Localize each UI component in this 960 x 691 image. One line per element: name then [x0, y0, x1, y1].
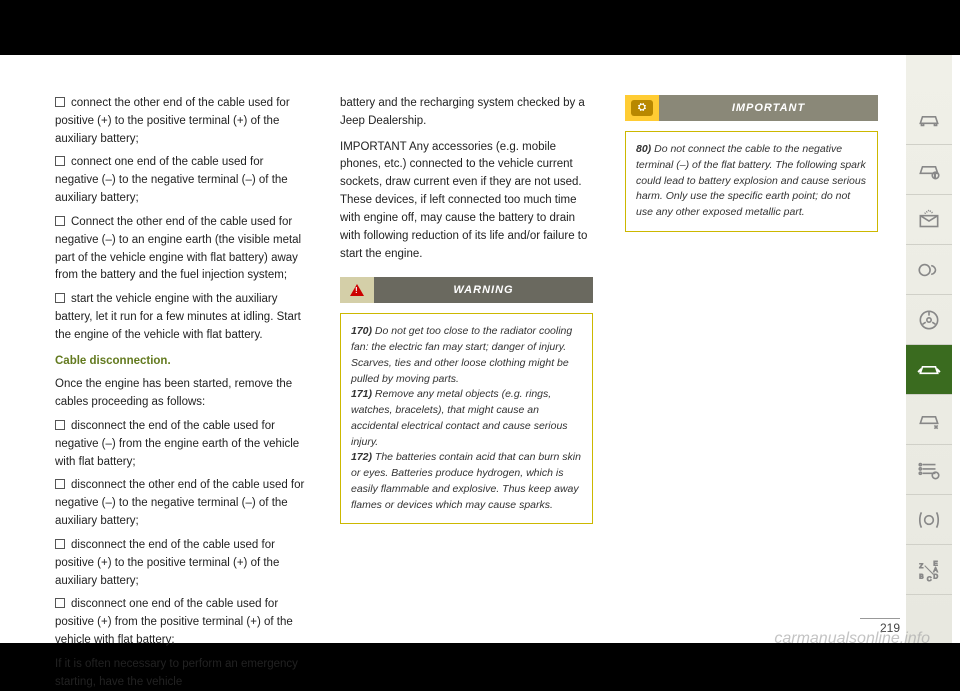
paragraph: Once the engine has been started, remove… — [55, 376, 308, 412]
svg-text:i: i — [934, 173, 935, 179]
warning-item: 171) Remove any metal objects (e.g. ring… — [351, 387, 582, 450]
bullet-item: disconnect the end of the cable used for… — [55, 537, 308, 590]
watermark: carmanualsonline.info — [774, 630, 930, 648]
sidebar-compass-icon[interactable]: ZBCEAD — [906, 545, 952, 595]
sidebar-wheel-icon[interactable] — [906, 295, 952, 345]
svg-text:Z: Z — [919, 562, 923, 569]
content: connect the other end of the cable used … — [0, 55, 906, 643]
bullet-item: Connect the other end of the cable used … — [55, 214, 308, 285]
sidebar-wrench-icon[interactable] — [906, 395, 952, 445]
warning-icon — [340, 277, 374, 303]
bullet-item: start the vehicle engine with the auxili… — [55, 291, 308, 344]
bullet-item: disconnect the other end of the cable us… — [55, 477, 308, 530]
sidebar-radio-icon[interactable] — [906, 495, 952, 545]
sidebar-mail-icon[interactable] — [906, 195, 952, 245]
subheading: Cable disconnection. — [55, 353, 308, 371]
warning-item: 172) The batteries contain acid that can… — [351, 450, 582, 513]
important-box: 80) Do not connect the cable to the nega… — [625, 131, 878, 232]
sidebar: i ZBCEAD — [906, 55, 952, 643]
column-2: battery and the recharging system checke… — [340, 95, 593, 623]
warning-banner: WARNING — [340, 277, 593, 303]
svg-text:C: C — [927, 575, 932, 582]
warning-item: 170) Do not get too close to the radiato… — [351, 324, 582, 387]
column-1: connect the other end of the cable used … — [55, 95, 308, 623]
sidebar-car-icon[interactable] — [906, 95, 952, 145]
warning-box: 170) Do not get too close to the radiato… — [340, 313, 593, 524]
important-item: 80) Do not connect the cable to the nega… — [636, 142, 867, 221]
warning-label: WARNING — [374, 277, 593, 303]
paragraph: IMPORTANT Any accessories (e.g. mobile p… — [340, 139, 593, 264]
important-banner: ⛭ IMPORTANT — [625, 95, 878, 121]
paragraph: battery and the recharging system checke… — [340, 95, 593, 131]
sidebar-car-info-icon[interactable]: i — [906, 145, 952, 195]
svg-text:B: B — [919, 573, 923, 580]
sidebar-warning-icon[interactable] — [906, 345, 952, 395]
page: connect the other end of the cable used … — [0, 55, 960, 643]
bullet-item: disconnect one end of the cable used for… — [55, 596, 308, 649]
important-label: IMPORTANT — [659, 95, 878, 121]
sidebar-airbag-icon[interactable] — [906, 245, 952, 295]
important-icon: ⛭ — [625, 95, 659, 121]
column-3: ⛭ IMPORTANT 80) Do not connect the cable… — [625, 95, 878, 623]
sidebar-list-icon[interactable] — [906, 445, 952, 495]
bullet-item: disconnect the end of the cable used for… — [55, 418, 308, 471]
bullet-item: connect the other end of the cable used … — [55, 95, 308, 148]
svg-text:D: D — [933, 573, 938, 580]
paragraph: If it is often necessary to perform an e… — [55, 656, 308, 691]
bullet-item: connect one end of the cable used for ne… — [55, 154, 308, 207]
